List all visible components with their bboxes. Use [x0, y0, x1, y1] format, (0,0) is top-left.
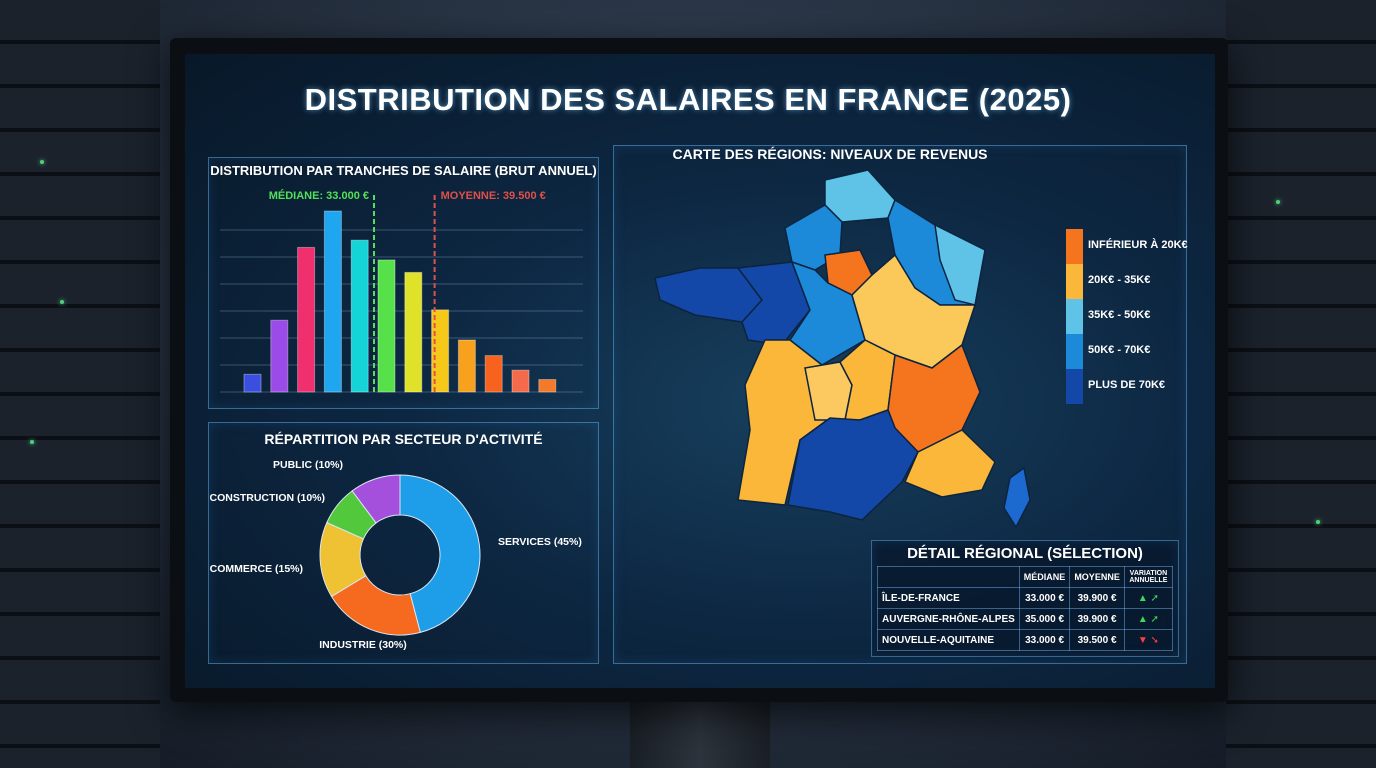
trend-up-icon: ▲ ➚ [1123, 608, 1174, 630]
legend-label: 50K€ - 70K€ [1088, 344, 1151, 356]
regional-table: MÉDIANE MOYENNE VARIATION ANNUELLE ÎLE-D… [877, 566, 1174, 651]
region-grand-est-east[interactable] [934, 223, 986, 306]
status-led [30, 440, 34, 444]
legend-label: PLUS DE 70K€ [1088, 379, 1166, 391]
histogram-bar [377, 259, 396, 393]
legend-item: 20K€ - 35K€ [1066, 264, 1186, 299]
legend-item: 35K€ - 50K€ [1066, 299, 1186, 334]
column-header [877, 566, 1020, 588]
salary-histogram-panel: DISTRIBUTION PAR TRANCHES DE SALAIRE (BR… [208, 157, 599, 409]
histogram-bar [484, 355, 503, 393]
trend-down-icon: ▼ ➘ [1123, 629, 1174, 651]
column-header: MOYENNE [1069, 566, 1125, 588]
mean-cell: 39.900 € [1069, 608, 1125, 630]
histogram-bar [323, 210, 342, 393]
table-row[interactable]: ÎLE-DE-FRANCE 33.000 € 39.900 € ▲ ➚ [877, 587, 1174, 609]
slice-label: COMMERCE (15%) [210, 563, 303, 575]
map-title: CARTE DES RÉGIONS: NIVEAUX DE REVENUS [672, 146, 988, 162]
region-cell: NOUVELLE-AQUITAINE [877, 629, 1020, 651]
legend-label: 35K€ - 50K€ [1088, 309, 1151, 321]
donut-slice [351, 474, 401, 524]
trend-up-icon: ▲ ➚ [1123, 587, 1174, 609]
slice-label: SERVICES (45%) [498, 536, 582, 548]
histogram-bar [350, 239, 369, 393]
legend-swatch [1066, 369, 1083, 404]
table-title: DÉTAIL RÉGIONAL (SÉLECTION) [907, 545, 1143, 562]
slice-label: INDUSTRIE (30%) [319, 639, 407, 651]
legend-swatch [1066, 229, 1083, 264]
donut-title: RÉPARTITION PAR SECTEUR D'ACTIVITÉ [264, 431, 543, 447]
status-led [1276, 200, 1280, 204]
histogram-bar [538, 379, 557, 393]
median-cell: 33.000 € [1018, 629, 1071, 651]
monitor-stand [630, 700, 770, 768]
legend-swatch [1066, 264, 1083, 299]
sector-donut-chart: SERVICES (45%) INDUSTRIE (30%) COMMERCE (1… [209, 459, 582, 651]
histogram-title: DISTRIBUTION PAR TRANCHES DE SALAIRE (BR… [210, 163, 597, 178]
column-header: VARIATION ANNUELLE [1123, 566, 1174, 588]
median-cell: 33.000 € [1018, 587, 1071, 609]
region-corse[interactable] [1003, 466, 1031, 529]
status-led [1316, 520, 1320, 524]
histogram-bar [270, 319, 289, 393]
histogram-bar [297, 246, 316, 393]
median-label: MÉDIANE: 33.000 € [269, 189, 369, 202]
histogram-bar [431, 309, 450, 393]
legend-item: INFÉRIEUR À 20K€ [1066, 229, 1188, 264]
mean-label: MOYENNE: 39.500 € [441, 190, 546, 202]
region-hauts-de-france[interactable] [824, 169, 896, 223]
legend-swatch [1066, 334, 1083, 369]
median-cell: 35.000 € [1018, 608, 1071, 630]
legend-item: 50K€ - 70K€ [1066, 334, 1186, 369]
legend-label: 20K€ - 35K€ [1088, 274, 1151, 286]
histogram-bar [404, 271, 423, 393]
legend-swatch [1066, 299, 1083, 334]
donut-slice [399, 474, 481, 633]
histogram-bar [243, 373, 262, 393]
legend-label: INFÉRIEUR À 20K€ [1088, 239, 1188, 251]
legend-item: PLUS DE 70K€ [1066, 369, 1186, 404]
table-row[interactable]: AUVERGNE-RHÔNE-ALPES 35.000 € 39.900 € ▲… [877, 608, 1174, 630]
slice-label: CONSTRUCTION (10%) [209, 492, 325, 504]
table-row[interactable]: NOUVELLE-AQUITAINE 33.000 € 39.500 € ▼ ➘ [877, 629, 1174, 651]
status-led [60, 300, 64, 304]
histogram-bar [511, 369, 530, 393]
server-rack-right [1226, 0, 1376, 768]
column-header: MÉDIANE [1018, 566, 1071, 588]
status-led [40, 160, 44, 164]
server-rack-left [0, 0, 160, 768]
mean-cell: 39.900 € [1069, 587, 1125, 609]
table-header-row: MÉDIANE MOYENNE VARIATION ANNUELLE [877, 566, 1174, 588]
mean-cell: 39.500 € [1069, 629, 1125, 651]
slice-label: PUBLIC (10%) [273, 459, 343, 471]
region-cell: ÎLE-DE-FRANCE [877, 587, 1020, 609]
salary-histogram: MÉDIANE: 33.000 € MOYENNE: 39.500 € [220, 189, 583, 393]
histogram-bar [457, 339, 476, 393]
dashboard-title: DISTRIBUTION DES SALAIRES EN FRANCE (202… [304, 82, 1072, 117]
region-cell: AUVERGNE-RHÔNE-ALPES [877, 608, 1020, 630]
sector-donut-panel: RÉPARTITION PAR SECTEUR D'ACTIVITÉ [208, 422, 599, 664]
region-paca[interactable] [904, 429, 996, 498]
region-map-panel: CARTE DES RÉGIONS: NIVEAUX DE REVENUS [613, 145, 1187, 664]
